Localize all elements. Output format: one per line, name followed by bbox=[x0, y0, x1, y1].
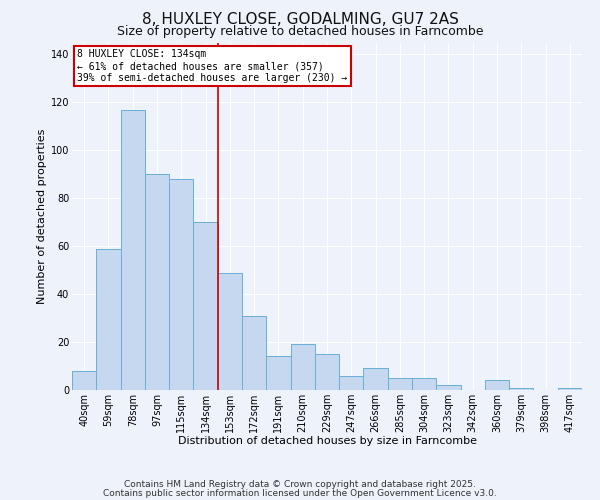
Bar bbox=[169, 179, 193, 390]
Bar bbox=[290, 344, 315, 390]
Bar bbox=[315, 354, 339, 390]
Bar bbox=[436, 385, 461, 390]
Bar bbox=[558, 388, 582, 390]
Bar bbox=[218, 272, 242, 390]
Bar bbox=[412, 378, 436, 390]
Text: 8 HUXLEY CLOSE: 134sqm
← 61% of detached houses are smaller (357)
39% of semi-de: 8 HUXLEY CLOSE: 134sqm ← 61% of detached… bbox=[77, 50, 347, 82]
Text: Contains public sector information licensed under the Open Government Licence v3: Contains public sector information licen… bbox=[103, 488, 497, 498]
Bar bbox=[485, 380, 509, 390]
Bar bbox=[266, 356, 290, 390]
Bar bbox=[72, 371, 96, 390]
Bar bbox=[388, 378, 412, 390]
Bar bbox=[121, 110, 145, 390]
Bar bbox=[96, 248, 121, 390]
Bar bbox=[193, 222, 218, 390]
Text: Contains HM Land Registry data © Crown copyright and database right 2025.: Contains HM Land Registry data © Crown c… bbox=[124, 480, 476, 489]
Text: 8, HUXLEY CLOSE, GODALMING, GU7 2AS: 8, HUXLEY CLOSE, GODALMING, GU7 2AS bbox=[142, 12, 458, 28]
Y-axis label: Number of detached properties: Number of detached properties bbox=[37, 128, 47, 304]
Text: Size of property relative to detached houses in Farncombe: Size of property relative to detached ho… bbox=[117, 25, 483, 38]
Bar bbox=[364, 368, 388, 390]
X-axis label: Distribution of detached houses by size in Farncombe: Distribution of detached houses by size … bbox=[178, 436, 476, 446]
Bar bbox=[145, 174, 169, 390]
Bar bbox=[242, 316, 266, 390]
Bar bbox=[509, 388, 533, 390]
Bar bbox=[339, 376, 364, 390]
